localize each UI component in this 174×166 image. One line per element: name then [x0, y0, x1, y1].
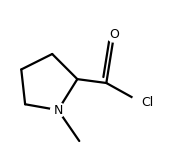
Text: Cl: Cl [141, 96, 153, 109]
Text: N: N [53, 104, 63, 117]
Circle shape [51, 103, 65, 117]
Circle shape [107, 27, 121, 42]
Circle shape [132, 93, 150, 112]
Text: O: O [109, 28, 119, 41]
